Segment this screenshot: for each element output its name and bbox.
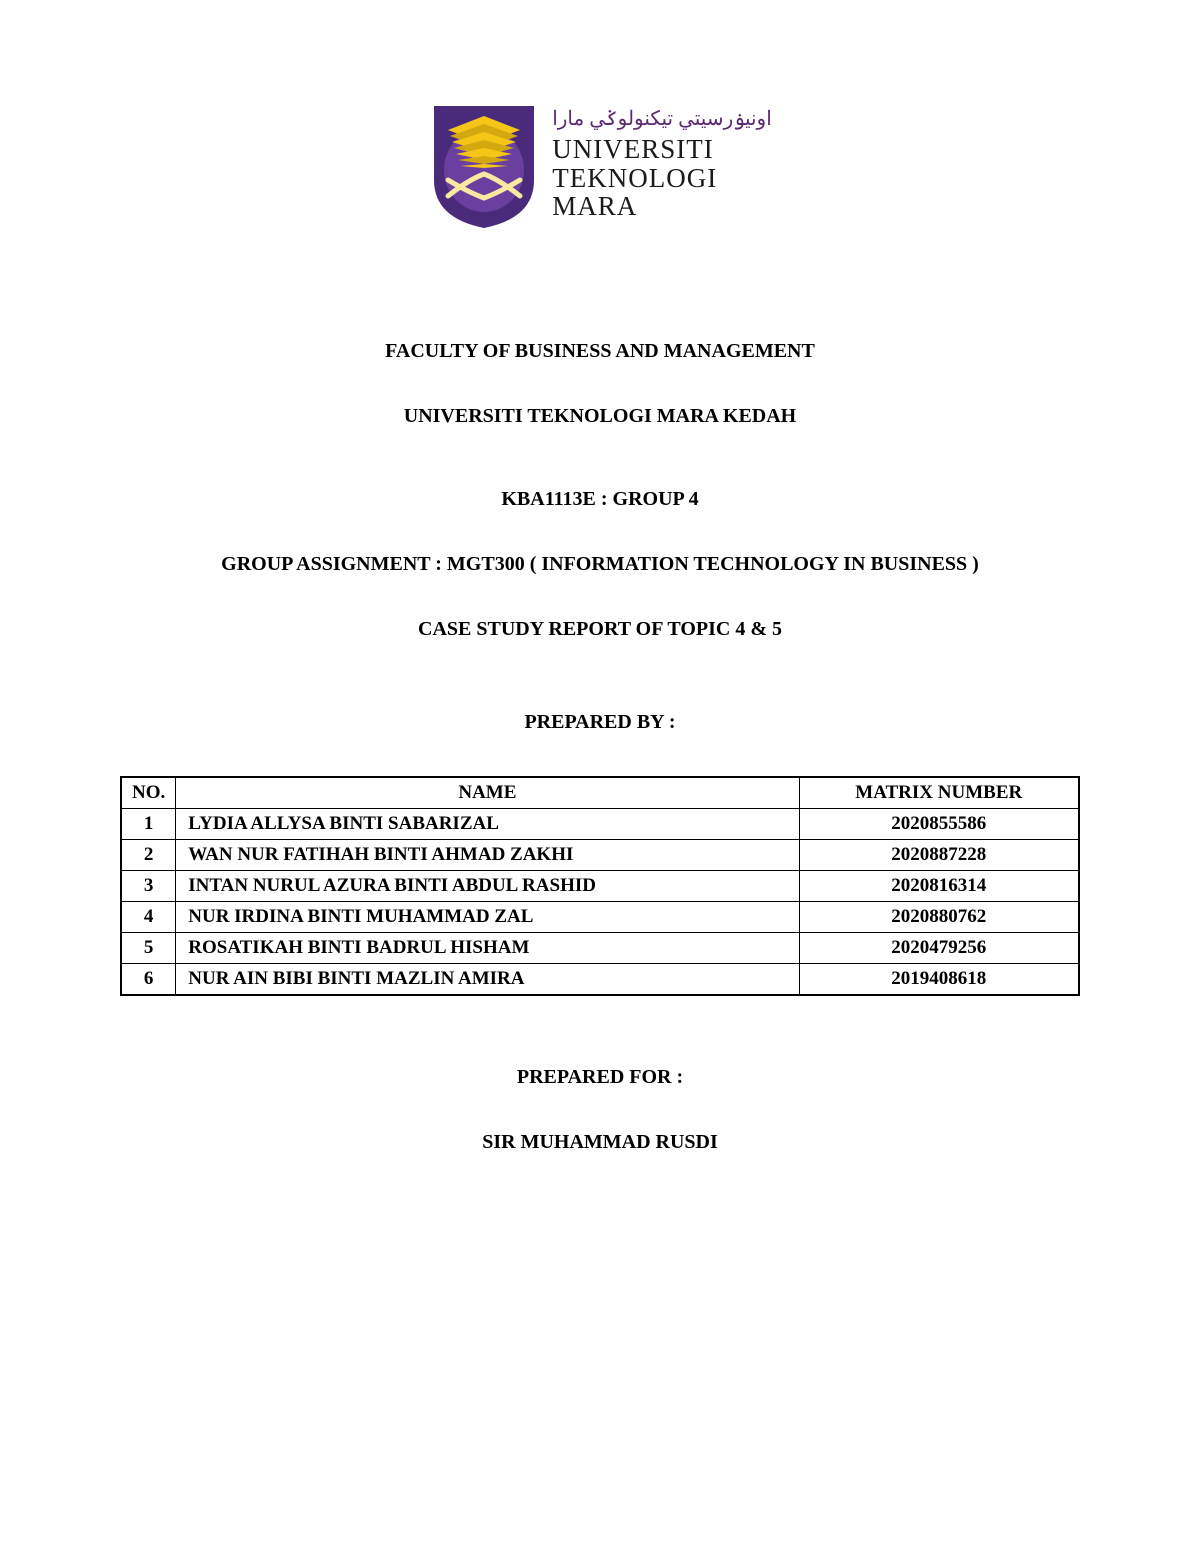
cell-matrix: 2020887228 bbox=[799, 840, 1079, 871]
cell-name: LYDIA ALLYSA BINTI SABARIZAL bbox=[176, 809, 799, 840]
faculty-heading: FACULTY OF BUSINESS AND MANAGEMENT bbox=[120, 340, 1080, 363]
col-header-matrix: MATRIX NUMBER bbox=[799, 777, 1079, 809]
cell-no: 1 bbox=[121, 809, 176, 840]
cell-name: WAN NUR FATIHAH BINTI AHMAD ZAKHI bbox=[176, 840, 799, 871]
table-row: 5ROSATIKAH BINTI BADRUL HISHAM2020479256 bbox=[121, 933, 1079, 964]
cell-no: 4 bbox=[121, 902, 176, 933]
cell-matrix: 2020880762 bbox=[799, 902, 1079, 933]
cell-matrix: 2020479256 bbox=[799, 933, 1079, 964]
campus-heading: UNIVERSITI TEKNOLOGI MARA KEDAH bbox=[120, 405, 1080, 428]
cell-name: ROSATIKAH BINTI BADRUL HISHAM bbox=[176, 933, 799, 964]
table-row: 4NUR IRDINA BINTI MUHAMMAD ZAL2020880762 bbox=[121, 902, 1079, 933]
cell-name: NUR AIN BIBI BINTI MAZLIN AMIRA bbox=[176, 964, 799, 996]
logo-text: اونيۏرسيتي تيكنولوݢي مارا UNIVERSITI TEK… bbox=[552, 109, 772, 220]
cell-name: NUR IRDINA BINTI MUHAMMAD ZAL bbox=[176, 902, 799, 933]
group-heading: KBA1113E : GROUP 4 bbox=[120, 488, 1080, 511]
col-header-name: NAME bbox=[176, 777, 799, 809]
prepared-for-label: PREPARED FOR : bbox=[120, 1066, 1080, 1089]
table-row: 6NUR AIN BIBI BINTI MAZLIN AMIRA20194086… bbox=[121, 964, 1079, 996]
col-header-no: NO. bbox=[121, 777, 176, 809]
logo-name-line2: TEKNOLOGI bbox=[552, 164, 717, 192]
cell-name: INTAN NURUL AZURA BINTI ABDUL RASHID bbox=[176, 871, 799, 902]
prepared-by-label: PREPARED BY : bbox=[120, 711, 1080, 734]
logo-name-line1: UNIVERSITI bbox=[552, 135, 713, 163]
cell-matrix: 2020816314 bbox=[799, 871, 1079, 902]
cell-matrix: 2020855586 bbox=[799, 809, 1079, 840]
cell-no: 2 bbox=[121, 840, 176, 871]
assignment-heading: GROUP ASSIGNMENT : MGT300 ( INFORMATION … bbox=[120, 553, 1080, 576]
cell-no: 6 bbox=[121, 964, 176, 996]
cell-no: 5 bbox=[121, 933, 176, 964]
case-heading: CASE STUDY REPORT OF TOPIC 4 & 5 bbox=[120, 618, 1080, 641]
table-header-row: NO. NAME MATRIX NUMBER bbox=[121, 777, 1079, 809]
lecturer-name: SIR MUHAMMAD RUSDI bbox=[120, 1131, 1080, 1154]
students-table: NO. NAME MATRIX NUMBER 1LYDIA ALLYSA BIN… bbox=[120, 776, 1080, 996]
table-row: 1LYDIA ALLYSA BINTI SABARIZAL2020855586 bbox=[121, 809, 1079, 840]
table-row: 2WAN NUR FATIHAH BINTI AHMAD ZAKHI202088… bbox=[121, 840, 1079, 871]
logo-jawi: اونيۏرسيتي تيكنولوݢي مارا bbox=[552, 109, 772, 129]
university-logo: اونيۏرسيتي تيكنولوݢي مارا UNIVERSITI TEK… bbox=[120, 100, 1080, 230]
logo-name-line3: MARA bbox=[552, 192, 637, 220]
cell-matrix: 2019408618 bbox=[799, 964, 1079, 996]
cell-no: 3 bbox=[121, 871, 176, 902]
shield-icon bbox=[428, 100, 540, 230]
table-row: 3INTAN NURUL AZURA BINTI ABDUL RASHID202… bbox=[121, 871, 1079, 902]
